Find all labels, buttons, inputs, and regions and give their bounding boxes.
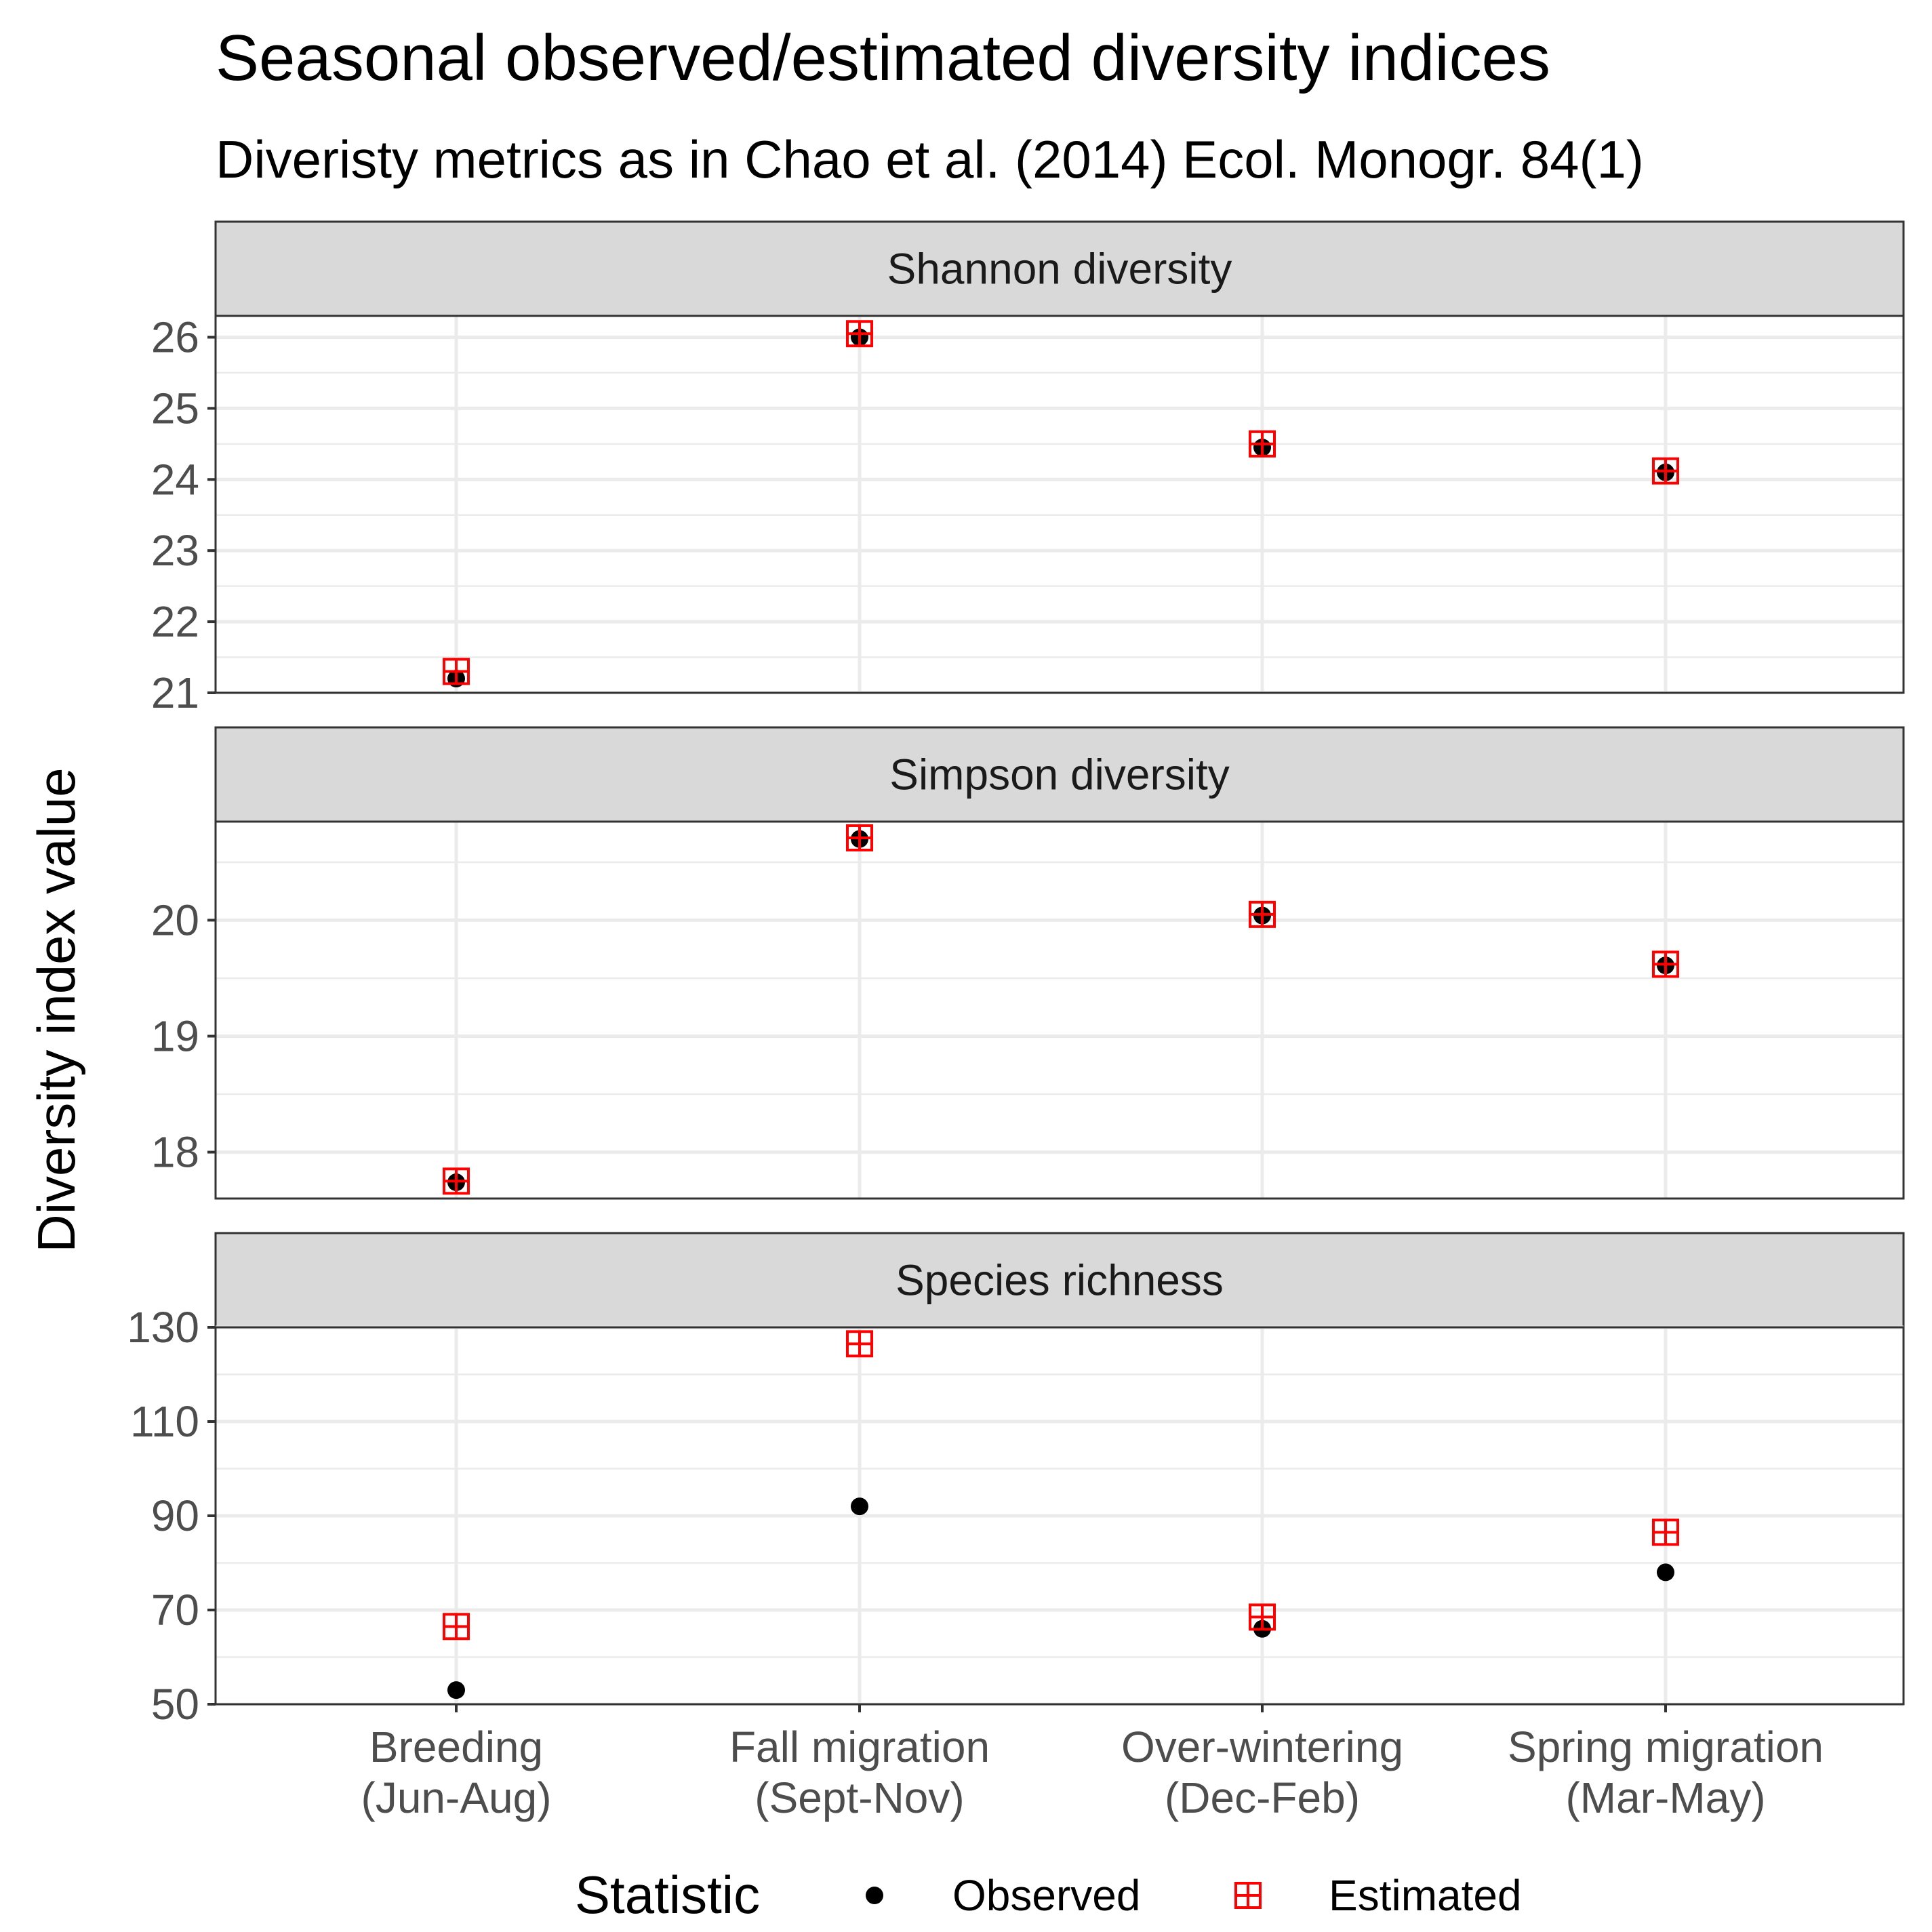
x-tick-label-line: (Dec-Feb)	[1165, 1773, 1360, 1822]
chart-title: Seasonal observed/estimated diversity in…	[216, 22, 1550, 94]
estimated-point	[846, 824, 873, 851]
facet-panels: Shannon diversity 21 22 23 24 25 26 Simpson div…	[127, 220, 1905, 1729]
estimated-point	[1249, 1603, 1276, 1631]
y-tick-label: 70	[151, 1586, 199, 1634]
y-tick-label: 50	[151, 1680, 199, 1729]
strip-background	[214, 220, 1905, 317]
estimated-point	[443, 658, 470, 685]
legend-estimated-key	[1234, 1882, 1262, 1909]
x-tick-label: Fall migration (Sept-Nov)	[729, 1723, 990, 1822]
legend-observed-label: Observed	[952, 1871, 1140, 1920]
x-axis: Breeding (Jun-Aug) Fall migration (Sept-Nov…	[361, 1704, 1824, 1822]
y-tick-label: 25	[151, 384, 199, 432]
estimated-point	[443, 1167, 470, 1195]
panel-0: Shannon diversity 21 22 23 24 25 26	[151, 220, 1905, 717]
x-tick-label: Spring migration (Mar-May)	[1508, 1723, 1824, 1822]
chart-subtitle: Diveristy metrics as in Chao et al. (201…	[216, 129, 1644, 189]
panel-background	[216, 822, 1904, 1199]
x-tick-label-line: (Jun-Aug)	[361, 1773, 552, 1822]
y-tick-label: 24	[151, 455, 199, 504]
observed-point	[1657, 1563, 1674, 1582]
estimated-point	[1652, 950, 1679, 978]
x-tick-label-line: Over-wintering	[1121, 1723, 1403, 1771]
observed-point	[447, 1681, 465, 1699]
estimated-point	[846, 320, 873, 348]
y-tick-label: 18	[151, 1128, 199, 1177]
legend: Statistic Observed Estimated	[575, 1865, 1522, 1925]
panel-1: Simpson diversity 18 19 20	[151, 726, 1905, 1200]
panel-background	[216, 316, 1904, 693]
y-axis-title: Diversity index value	[26, 767, 86, 1252]
x-tick-label: Breeding (Jun-Aug)	[361, 1723, 552, 1822]
strip-label: Shannon diversity	[887, 245, 1232, 294]
strip-label: Species richness	[895, 1256, 1224, 1305]
y-tick-label: 19	[151, 1011, 199, 1060]
x-tick-label-line: Breeding	[369, 1723, 543, 1771]
estimated-point	[846, 1330, 873, 1358]
y-tick-label: 21	[151, 668, 199, 717]
y-tick-label: 130	[127, 1303, 199, 1352]
observed-point	[851, 1497, 868, 1516]
y-tick-label: 110	[130, 1397, 199, 1446]
estimated-point	[1652, 1518, 1679, 1546]
panel-border	[214, 1326, 1905, 1706]
panel-2: Species richness 50 70 90 110 130	[127, 1232, 1905, 1729]
strip-background	[214, 726, 1905, 823]
estimated-point	[1249, 900, 1276, 928]
legend-title: Statistic	[575, 1865, 760, 1925]
estimated-point	[1652, 457, 1679, 485]
legend-observed-key	[866, 1887, 883, 1904]
y-tick-label: 22	[151, 597, 199, 646]
y-tick-label: 23	[151, 526, 199, 575]
legend-estimated-label: Estimated	[1329, 1871, 1522, 1920]
x-tick-label-line: Spring migration	[1508, 1723, 1824, 1771]
x-tick-label-line: (Mar-May)	[1565, 1773, 1765, 1822]
panel-border	[214, 820, 1905, 1200]
y-tick-label: 90	[151, 1491, 199, 1540]
strip-background	[214, 1232, 1905, 1329]
x-tick-label-line: (Sept-Nov)	[754, 1773, 964, 1822]
x-tick-label-line: Fall migration	[729, 1723, 990, 1771]
y-tick-label: 26	[151, 313, 199, 361]
y-tick-label: 20	[151, 895, 199, 944]
estimated-point	[1249, 430, 1276, 458]
x-tick-label: Over-wintering (Dec-Feb)	[1121, 1723, 1403, 1822]
estimated-point	[443, 1613, 470, 1641]
panel-border	[214, 315, 1905, 694]
strip-label: Simpson diversity	[889, 750, 1230, 799]
